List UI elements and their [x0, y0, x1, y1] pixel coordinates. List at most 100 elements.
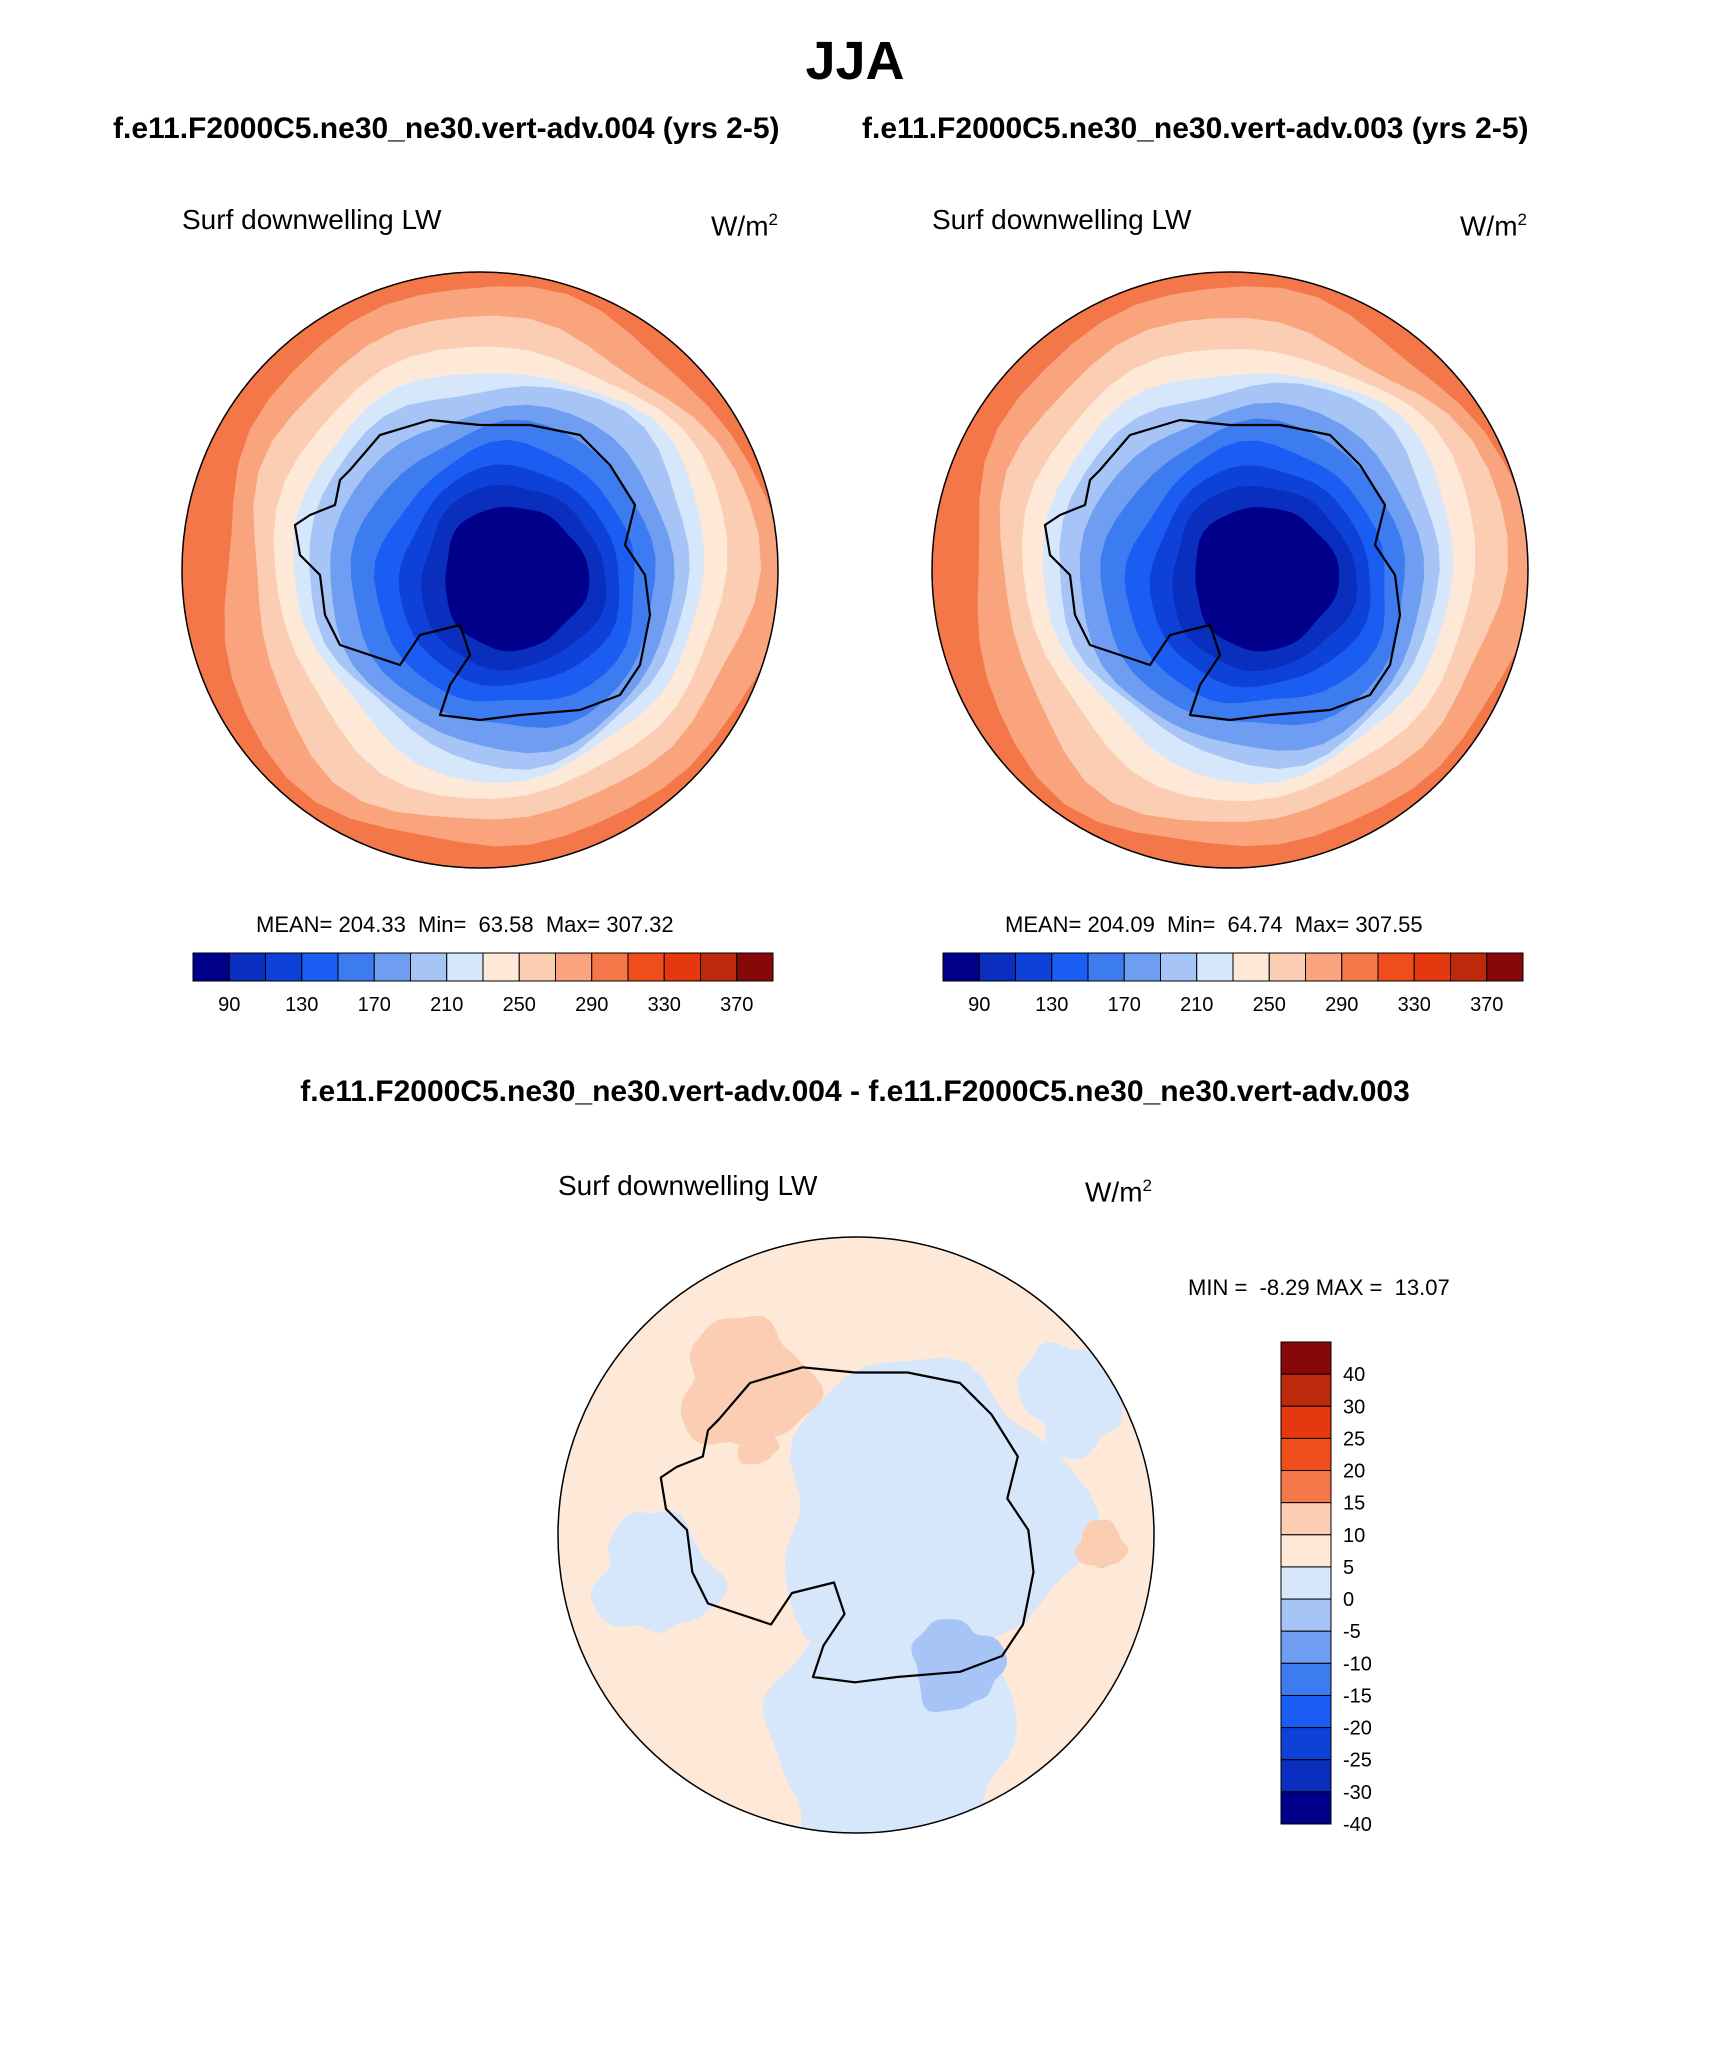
- diff-units: W/m2: [1085, 1176, 1152, 1208]
- diff-contours: [558, 1237, 1154, 1833]
- colorbar-swatch: [555, 952, 593, 982]
- colorbar-tick-label: 15: [1343, 1493, 1365, 1515]
- colorbar-swatch: [1280, 1630, 1332, 1664]
- map-contours: [932, 272, 1528, 868]
- colorbar-tick-label: 290: [1325, 994, 1358, 1016]
- colorbar-tick-label: 250: [1253, 994, 1286, 1016]
- colorbar-tick-label: 370: [1470, 994, 1503, 1016]
- panel-2-stats: MEAN= 204.09 Min= 64.74 Max= 307.55: [1005, 912, 1423, 937]
- colorbar-tick-label: 40: [1343, 1364, 1365, 1386]
- colorbar-tick-label: 210: [430, 994, 463, 1016]
- colorbar-swatch: [337, 952, 375, 982]
- colorbar-tick-label: 170: [358, 994, 391, 1016]
- panel-1-units: W/m2: [711, 210, 778, 242]
- colorbar-swatch: [1280, 1566, 1332, 1600]
- colorbar-tick-label: 0: [1343, 1589, 1354, 1611]
- colorbar-swatch: [192, 952, 230, 982]
- colorbar-tick-label: 90: [968, 994, 990, 1016]
- colorbar-tick-label: 130: [285, 994, 318, 1016]
- map-border: [181, 271, 779, 869]
- colorbar-tick-label: 10: [1343, 1525, 1365, 1547]
- colorbar-tick-label: 290: [575, 994, 608, 1016]
- colorbar-swatch: [1232, 952, 1270, 982]
- colorbar-swatch: [1051, 952, 1089, 982]
- map-border: [931, 271, 1529, 869]
- map-contours: [182, 272, 778, 868]
- colorbar-swatch: [700, 952, 738, 982]
- diff-title: f.e11.F2000C5.ne30_ne30.vert-adv.004 - f…: [300, 1075, 1410, 1108]
- colorbar-swatch: [1280, 1470, 1332, 1504]
- diff-stats: MIN = -8.29 MAX = 13.07: [1188, 1275, 1450, 1300]
- colorbar-swatch: [1087, 952, 1125, 982]
- colorbar-swatch: [1196, 952, 1234, 982]
- colorbar-swatch: [736, 952, 774, 982]
- panel-2-map: [931, 271, 1529, 869]
- diff-map: [557, 1236, 1155, 1834]
- colorbar-tick-label: -25: [1343, 1750, 1372, 1772]
- colorbar-swatch: [265, 952, 303, 982]
- colorbar-swatch: [1123, 952, 1161, 982]
- colorbar-tick-label: -40: [1343, 1814, 1372, 1836]
- colorbar-tick-label: -10: [1343, 1653, 1372, 1675]
- colorbar-swatch: [1280, 1598, 1332, 1632]
- colorbar-swatch: [1280, 1373, 1332, 1407]
- colorbar-swatch: [1280, 1759, 1332, 1793]
- colorbar-tick-label: 330: [1398, 994, 1431, 1016]
- case-title-left: f.e11.F2000C5.ne30_ne30.vert-adv.004 (yr…: [113, 112, 780, 145]
- colorbar-swatch: [1160, 952, 1198, 982]
- coastline: [1043, 418, 1402, 722]
- colorbar-swatch: [1413, 952, 1451, 982]
- colorbar-swatch: [1450, 952, 1488, 982]
- colorbar-swatch: [1305, 952, 1343, 982]
- coastline: [293, 418, 652, 722]
- colorbar-tick-label: 250: [503, 994, 536, 1016]
- colorbar-swatch: [1280, 1791, 1332, 1825]
- colorbar-swatch: [1280, 1727, 1332, 1761]
- colorbar-tick-label: 90: [218, 994, 240, 1016]
- colorbar-tick-label: 30: [1343, 1396, 1365, 1418]
- colorbar-tick-label: 330: [648, 994, 681, 1016]
- colorbar-swatch: [1341, 952, 1379, 982]
- colorbar-swatch: [663, 952, 701, 982]
- colorbar-tick-label: 170: [1108, 994, 1141, 1016]
- colorbar-swatch: [942, 952, 980, 982]
- panel-2-units: W/m2: [1460, 210, 1527, 242]
- colorbar-tick-label: 25: [1343, 1428, 1365, 1450]
- colorbar-tick-label: 20: [1343, 1461, 1365, 1483]
- colorbar-swatch: [482, 952, 520, 982]
- colorbar-swatch: [1280, 1534, 1332, 1568]
- panel-1-map: [181, 271, 779, 869]
- colorbar-swatch: [1377, 952, 1415, 982]
- coastline: [659, 1366, 1035, 1684]
- colorbar-swatch: [1280, 1662, 1332, 1696]
- diff-variable-label: Surf downwelling LW: [558, 1170, 818, 1201]
- colorbar-swatch: [373, 952, 411, 982]
- colorbar-swatch: [1486, 952, 1524, 982]
- map-border: [557, 1236, 1155, 1834]
- main-title: JJA: [805, 31, 905, 91]
- panel-2-colorbar: 90 130 170 210 250 290 330 370: [942, 952, 1524, 1016]
- colorbar-swatch: [1268, 952, 1306, 982]
- colorbar-tick-label: 130: [1035, 994, 1068, 1016]
- panel-1-variable-label: Surf downwelling LW: [182, 204, 442, 235]
- colorbar-tick-label: 370: [720, 994, 753, 1016]
- colorbar-swatch: [228, 952, 266, 982]
- colorbar-swatch: [410, 952, 448, 982]
- case-title-right: f.e11.F2000C5.ne30_ne30.vert-adv.003 (yr…: [862, 112, 1529, 145]
- colorbar-swatch: [301, 952, 339, 982]
- panel-1-colorbar: 90 130 170 210 250 290 330 370: [192, 952, 774, 1016]
- colorbar-swatch: [518, 952, 556, 982]
- colorbar-swatch: [446, 952, 484, 982]
- colorbar-swatch: [591, 952, 629, 982]
- panel-1-stats: MEAN= 204.33 Min= 63.58 Max= 307.32: [256, 912, 674, 937]
- colorbar-swatch: [978, 952, 1016, 982]
- colorbar-tick-label: -15: [1343, 1685, 1372, 1707]
- colorbar-swatch: [1280, 1341, 1332, 1375]
- panel-2-variable-label: Surf downwelling LW: [932, 204, 1192, 235]
- colorbar-swatch: [1280, 1502, 1332, 1536]
- colorbar-tick-label: -5: [1343, 1621, 1361, 1643]
- colorbar-swatch: [627, 952, 665, 982]
- colorbar-tick-label: -20: [1343, 1718, 1372, 1740]
- colorbar-swatch: [1015, 952, 1053, 982]
- colorbar-swatch: [1280, 1405, 1332, 1439]
